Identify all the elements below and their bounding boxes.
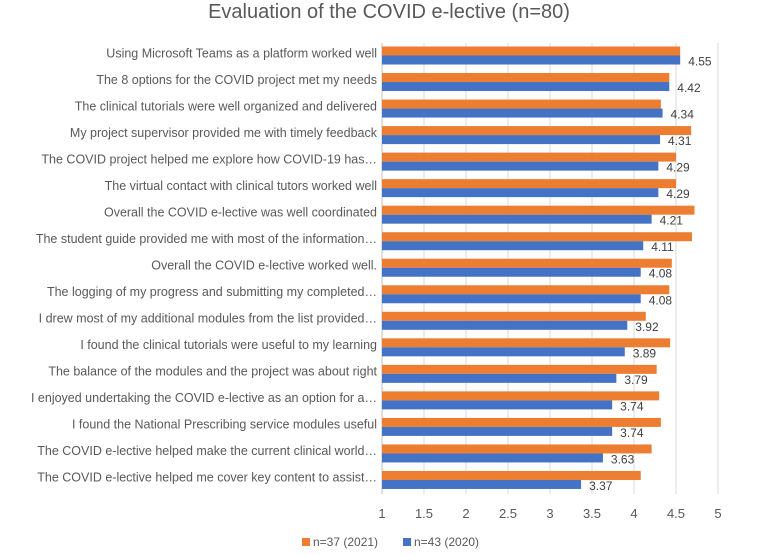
category-label: I drew most of my additional modules fro…: [39, 312, 377, 326]
data-label-2020: 4.42: [677, 81, 701, 95]
bar-2020: [382, 241, 644, 251]
legend-swatch-2021: [302, 538, 310, 546]
bar-2020: [382, 267, 641, 277]
data-label-2020: 4.55: [688, 55, 712, 69]
category-label: Using Microsoft Teams as a platform work…: [106, 46, 377, 60]
bar-2020: [382, 108, 663, 118]
data-label-2020: 4.31: [668, 134, 692, 148]
data-label-2020: 4.08: [649, 293, 673, 307]
data-label-2020: 4.11: [651, 240, 674, 254]
category-label: The clinical tutorials were well organiz…: [75, 99, 377, 113]
data-label-2020: 3.92: [635, 320, 659, 334]
x-tick-label: 2.5: [499, 506, 517, 521]
bar-2021: [382, 285, 670, 295]
bar-2020: [382, 161, 659, 171]
data-label-2020: 3.89: [633, 346, 657, 360]
bar-2021: [382, 364, 657, 374]
category-label: The balance of the modules and the proje…: [48, 365, 377, 379]
category-label: Overall the COVID e-lective worked well.: [151, 259, 377, 273]
category-label: The 8 options for the COVID project met …: [96, 73, 377, 87]
x-tick-label: 4: [630, 506, 637, 521]
bar-2020: [382, 320, 628, 330]
category-labels: Using Microsoft Teams as a platform work…: [31, 46, 378, 484]
data-label-2020: 3.63: [611, 452, 635, 466]
bar-2021: [382, 258, 672, 268]
bar-2021: [382, 73, 670, 83]
bar-2021: [382, 311, 646, 321]
bar-2020: [382, 214, 652, 224]
category-label: The student guide provided me with most …: [36, 232, 377, 246]
bar-2021: [382, 232, 692, 242]
category-label: My project supervisor provided me with t…: [70, 126, 378, 140]
bar-2021: [382, 444, 652, 454]
bar-2020: [382, 294, 641, 304]
category-label: I found the clinical tutorials were usef…: [80, 338, 377, 352]
bar-2020: [382, 400, 613, 410]
legend-swatch-2020: [403, 538, 411, 546]
bar-2021: [382, 417, 661, 427]
data-label-2020: 4.08: [649, 267, 673, 281]
x-tick-label: 4.5: [667, 506, 685, 521]
category-label: The COVID e-lective helped me cover key …: [37, 471, 377, 485]
x-tick-label: 3.5: [583, 506, 601, 521]
x-tick-label: 3: [546, 506, 553, 521]
bar-2020: [382, 453, 603, 463]
data-label-2020: 4.21: [660, 214, 684, 228]
x-tick-label: 1.5: [415, 506, 433, 521]
bar-2020: [382, 426, 613, 436]
category-label: The COVID project helped me explore how …: [41, 152, 377, 166]
bar-2021: [382, 338, 671, 348]
chart-title: Evaluation of the COVID e-lective (n=80): [208, 1, 570, 23]
bar-2021: [382, 126, 692, 136]
bar-2021: [382, 179, 676, 189]
data-label-2020: 3.74: [620, 399, 644, 413]
category-label: Overall the COVID e-lective was well coo…: [104, 205, 377, 219]
data-label-2020: 3.74: [620, 426, 644, 440]
data-label-2020: 4.34: [671, 108, 695, 122]
bar-2020: [382, 373, 617, 383]
bar-2021: [382, 205, 695, 215]
bar-2020: [382, 55, 681, 65]
category-label: The virtual contact with clinical tutors…: [105, 179, 377, 193]
bar-2021: [382, 152, 676, 162]
x-tick-label: 2: [462, 506, 469, 521]
legend: n=37 (2021) n=43 (2020): [302, 535, 479, 549]
bar-2020: [382, 135, 661, 145]
bar-2021: [382, 391, 660, 401]
data-label-2020: 3.79: [624, 373, 648, 387]
category-label: The logging of my progress and submittin…: [47, 285, 377, 299]
category-label: I found the National Prescribing service…: [72, 418, 377, 432]
x-tick-label: 5: [714, 506, 721, 521]
bar-2020: [382, 188, 659, 198]
data-label-2020: 4.29: [666, 161, 690, 175]
bar-2021: [382, 99, 661, 109]
x-tick-label: 1: [378, 506, 385, 521]
bar-2021: [382, 46, 681, 56]
legend-label-2021: n=37 (2021): [313, 535, 378, 549]
x-tick-labels: 1 1.5 2 2.5 3 3.5 4 4.5 5: [378, 506, 721, 521]
data-labels: 4.55 4.42 4.34 4.31 4.29 4.29 4.21 4.11 4.08 4.08…: [589, 55, 712, 493]
bar-2020: [382, 82, 670, 92]
bar-2020: [382, 347, 625, 357]
bar-2021: [382, 470, 641, 480]
bar-2020: [382, 479, 582, 489]
category-label: I enjoyed undertaking the COVID e-lectiv…: [31, 391, 377, 405]
category-label: The COVID e-lective helped make the curr…: [37, 444, 377, 458]
legend-label-2020: n=43 (2020): [414, 535, 479, 549]
data-label-2020: 4.29: [666, 187, 690, 201]
data-label-2020: 3.37: [589, 479, 613, 493]
bars: [382, 46, 695, 489]
